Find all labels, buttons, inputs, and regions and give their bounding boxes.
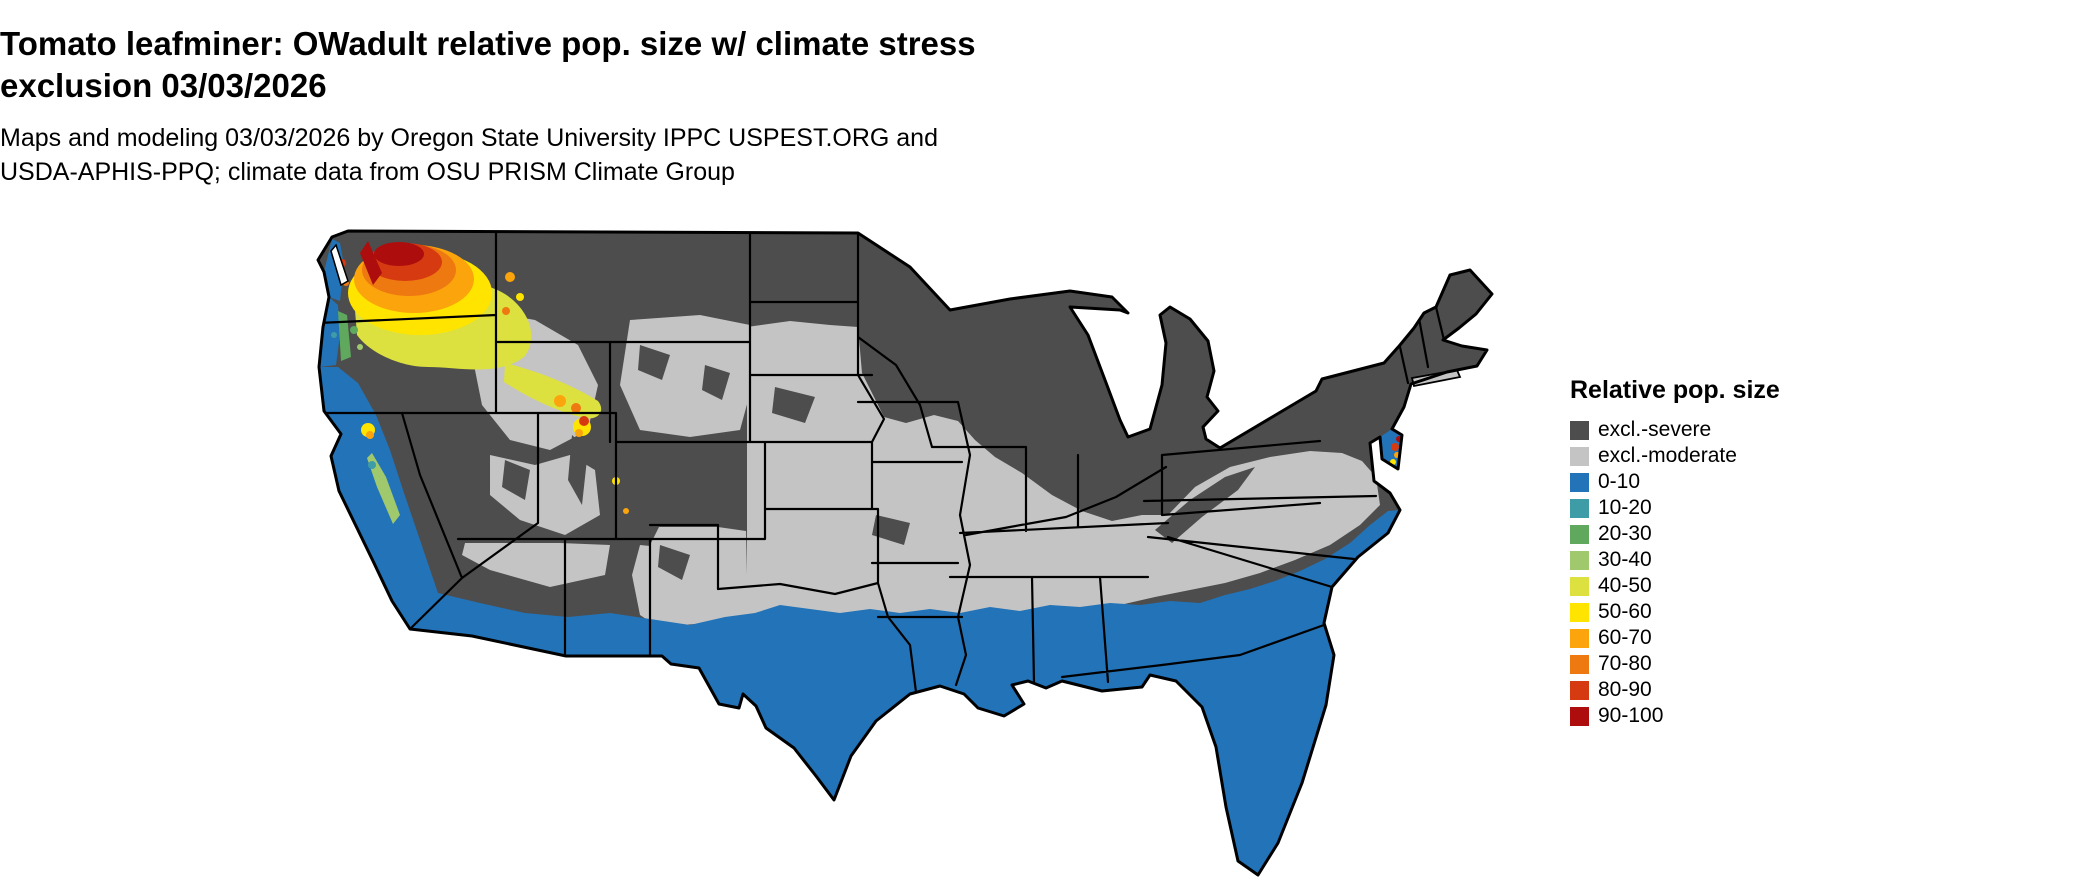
region-90-100-blob: [374, 242, 424, 266]
legend-item: 40-50: [1570, 573, 1780, 599]
legend-item-label: 20-30: [1598, 522, 1652, 545]
legend-item: 30-40: [1570, 547, 1780, 573]
dot-saltlake-60-70: [575, 429, 583, 437]
legend-swatch: [1570, 680, 1589, 700]
legend-item-label: 80-90: [1598, 678, 1652, 701]
legend-item: 0-10: [1570, 469, 1780, 495]
subtitle-line1: Maps and modeling 03/03/2026 by Oregon S…: [0, 124, 938, 152]
legend-swatch: [1570, 706, 1589, 726]
legend-swatch: [1570, 550, 1589, 570]
legend-item: excl.-moderate: [1570, 443, 1780, 469]
us-outline: [316, 229, 1494, 877]
legend-item-label: 70-80: [1598, 652, 1652, 675]
dot-idaho-50-60: [516, 293, 524, 301]
region-30-40-central-valley: [367, 453, 400, 524]
region-20-30-willamette: [338, 311, 351, 361]
legend-item: 70-80: [1570, 651, 1780, 677]
legend-item-label: 50-60: [1598, 600, 1652, 623]
legend-item: excl.-severe: [1570, 417, 1780, 443]
legend-item-label: 90-100: [1598, 704, 1664, 727]
legend-item: 90-100: [1570, 703, 1780, 729]
legend-item-label: 60-70: [1598, 626, 1652, 649]
us-map-container: [310, 215, 1525, 885]
subtitle-line2: USDA-APHIS-PPQ; climate data from OSU PR…: [0, 158, 735, 186]
dot-colorado-60-70: [623, 508, 629, 514]
legend-swatch: [1570, 602, 1589, 622]
dot-idaho-70-80: [502, 307, 510, 315]
dot-sacramento-60-70: [366, 431, 374, 439]
legend-swatch: [1570, 628, 1589, 648]
legend-item-label: 10-20: [1598, 496, 1652, 519]
region-90-100-streak: [360, 241, 382, 285]
legend-item-label: excl.-severe: [1598, 418, 1712, 441]
legend-swatch: [1570, 446, 1589, 466]
legend-swatch: [1570, 654, 1589, 674]
legend-swatch: [1570, 420, 1589, 440]
region-excluded-moderate: [462, 310, 1380, 645]
legend-swatch: [1570, 472, 1589, 492]
dot-30-40: [357, 344, 363, 350]
legend-swatch: [1570, 498, 1589, 518]
dot-10-20-b: [331, 332, 337, 338]
dot-delmarva-80-90: [1391, 443, 1399, 451]
page-title-line2: exclusion 03/03/2026: [0, 67, 327, 104]
legend-item-label: 0-10: [1598, 470, 1641, 493]
dot-saltlake-80-90: [579, 416, 589, 426]
state-borders: [318, 231, 1446, 694]
legend-item: 20-30: [1570, 521, 1780, 547]
dot-idaho-60-70: [505, 272, 515, 282]
page-title-line1: Tomato leafminer: OWadult relative pop. …: [0, 25, 976, 62]
legend-item-label: 30-40: [1598, 548, 1652, 571]
legend-item-label: 40-50: [1598, 574, 1652, 597]
dot-snake-60-70: [554, 395, 566, 407]
dot-snake-70-80: [571, 403, 581, 413]
puget-sound-inlet: [330, 243, 349, 287]
dot-10-20-a: [368, 461, 376, 469]
legend-title: Relative pop. size: [1570, 376, 1780, 404]
legend-item: 10-20: [1570, 495, 1780, 521]
legend-item: 50-60: [1570, 599, 1780, 625]
legend-item-label: excl.-moderate: [1598, 444, 1737, 467]
us-map: [316, 229, 1494, 877]
dot-20-30: [350, 326, 358, 334]
legend-swatch: [1570, 576, 1589, 596]
legend: Relative pop. size excl.-severe excl.-mo…: [1570, 376, 1780, 729]
legend-item: 80-90: [1570, 677, 1780, 703]
legend-item: 60-70: [1570, 625, 1780, 651]
legend-swatch: [1570, 524, 1589, 544]
